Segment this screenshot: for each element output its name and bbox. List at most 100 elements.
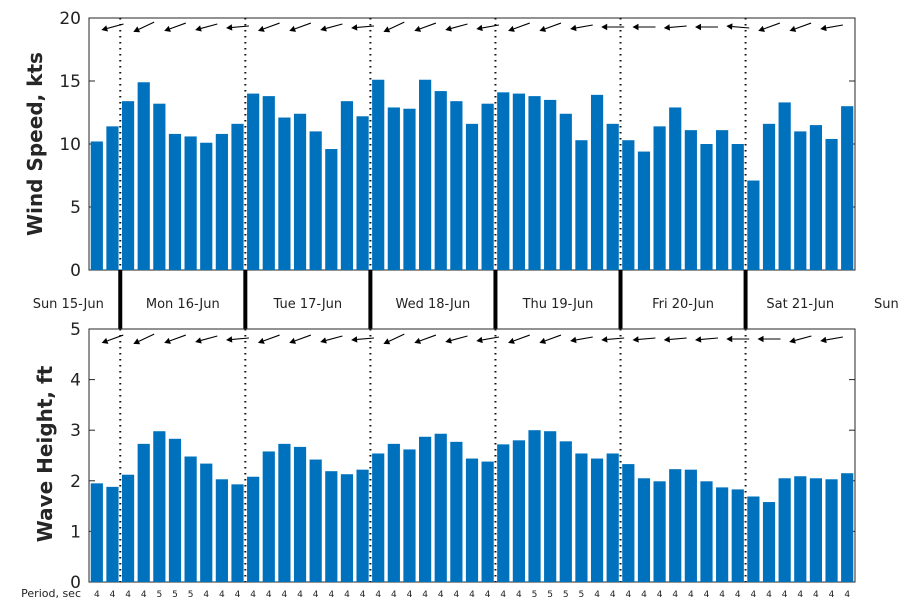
direction-arrow bbox=[695, 336, 718, 343]
direction-arrow bbox=[757, 335, 781, 343]
direction-arrow bbox=[726, 23, 750, 30]
bar bbox=[121, 101, 135, 270]
day-label: Wed 18-Jun bbox=[396, 297, 471, 312]
direction-arrow bbox=[663, 336, 687, 343]
day-label: Fri 20-Jun bbox=[652, 297, 714, 312]
bar bbox=[747, 496, 760, 582]
direction-arrow bbox=[508, 22, 530, 32]
period-value: 4 bbox=[297, 590, 303, 600]
wave-height-axis-label: Wave Height, ft bbox=[33, 365, 57, 542]
bar bbox=[356, 116, 369, 270]
period-value: 4 bbox=[485, 590, 491, 600]
direction-arrow bbox=[601, 336, 625, 343]
wind-speed-panel: 0 5 10 15 20 bbox=[59, 9, 856, 281]
y-tick-label: 1 bbox=[70, 522, 81, 542]
period-value: 4 bbox=[282, 590, 288, 600]
bar bbox=[825, 138, 838, 270]
bar bbox=[247, 93, 260, 270]
bar bbox=[778, 102, 791, 270]
y-tick-label: 5 bbox=[70, 320, 81, 340]
bar bbox=[137, 82, 150, 270]
bar bbox=[575, 453, 588, 582]
direction-arrow bbox=[101, 23, 124, 32]
period-value: 5 bbox=[156, 590, 162, 600]
period-value: 4 bbox=[704, 590, 710, 600]
bar bbox=[200, 463, 213, 582]
direction-arrow bbox=[289, 334, 312, 344]
period-value: 5 bbox=[563, 590, 569, 600]
bar bbox=[340, 101, 354, 270]
direction-arrow bbox=[320, 23, 343, 32]
bar bbox=[121, 474, 135, 582]
bar bbox=[262, 451, 275, 582]
period-value: 4 bbox=[688, 590, 694, 600]
day-label: Sun 15-Jun bbox=[33, 297, 104, 312]
period-label: Period, sec bbox=[21, 587, 81, 600]
wave-height-panel: 0 1 2 3 4 5 bbox=[70, 320, 856, 593]
bar bbox=[637, 151, 651, 270]
direction-arrow bbox=[663, 24, 687, 31]
bar bbox=[309, 459, 322, 582]
period-value: 4 bbox=[516, 590, 522, 600]
direction-arrow bbox=[632, 336, 656, 343]
bar bbox=[528, 430, 541, 582]
bar bbox=[465, 123, 479, 270]
period-value: 4 bbox=[672, 590, 678, 600]
period-value: 4 bbox=[422, 590, 428, 600]
bar bbox=[512, 93, 525, 270]
bar bbox=[716, 130, 729, 270]
direction-arrow bbox=[257, 334, 280, 344]
bar bbox=[231, 123, 244, 270]
bar bbox=[653, 126, 666, 270]
period-value: 4 bbox=[110, 590, 116, 600]
bar bbox=[168, 438, 182, 582]
y-tick-label: 10 bbox=[59, 135, 81, 155]
bar bbox=[168, 133, 182, 270]
bar bbox=[762, 123, 776, 270]
direction-arrow bbox=[632, 23, 656, 31]
bar bbox=[841, 106, 854, 270]
bar bbox=[387, 443, 400, 582]
bar bbox=[90, 483, 103, 582]
bar bbox=[403, 449, 416, 582]
direction-arrow bbox=[195, 23, 218, 32]
wind-speed-axis-label: Wind Speed, kts bbox=[23, 52, 47, 236]
bar bbox=[325, 149, 338, 270]
bar bbox=[637, 478, 651, 582]
bar bbox=[809, 125, 823, 270]
direction-arrow bbox=[257, 22, 280, 32]
period-value: 4 bbox=[844, 590, 850, 600]
period-value: 4 bbox=[203, 590, 209, 600]
period-value: 4 bbox=[360, 590, 366, 600]
direction-arrow bbox=[289, 22, 312, 32]
bar bbox=[512, 440, 525, 582]
bar bbox=[481, 461, 494, 582]
period-value: 4 bbox=[391, 590, 397, 600]
day-label: Thu 19-Jun bbox=[522, 297, 594, 312]
period-value: 4 bbox=[594, 590, 600, 600]
bar bbox=[184, 136, 197, 270]
bar bbox=[450, 101, 463, 270]
direction-arrow bbox=[226, 24, 250, 31]
direction-arrow bbox=[726, 335, 750, 343]
bar bbox=[215, 479, 228, 582]
period-value: 4 bbox=[438, 590, 444, 600]
direction-arrow bbox=[601, 23, 625, 31]
period-value: 4 bbox=[625, 590, 631, 600]
period-value: 4 bbox=[719, 590, 725, 600]
bar bbox=[731, 489, 744, 582]
day-label: Tue 17-Jun bbox=[273, 297, 343, 312]
bar bbox=[716, 487, 729, 582]
bar bbox=[590, 458, 604, 582]
bar bbox=[684, 130, 697, 270]
bar bbox=[544, 99, 557, 271]
bar bbox=[90, 141, 103, 270]
bar bbox=[231, 484, 244, 582]
bar bbox=[700, 144, 713, 270]
period-value: 5 bbox=[172, 590, 178, 600]
period-value: 4 bbox=[94, 590, 100, 600]
bar bbox=[653, 481, 666, 582]
day-label-strip: Sun 15-Jun Mon 16-Jun Tue 17-Jun Wed 18-Jun… bbox=[33, 270, 899, 329]
bar bbox=[497, 444, 510, 582]
period-value: 4 bbox=[782, 590, 788, 600]
